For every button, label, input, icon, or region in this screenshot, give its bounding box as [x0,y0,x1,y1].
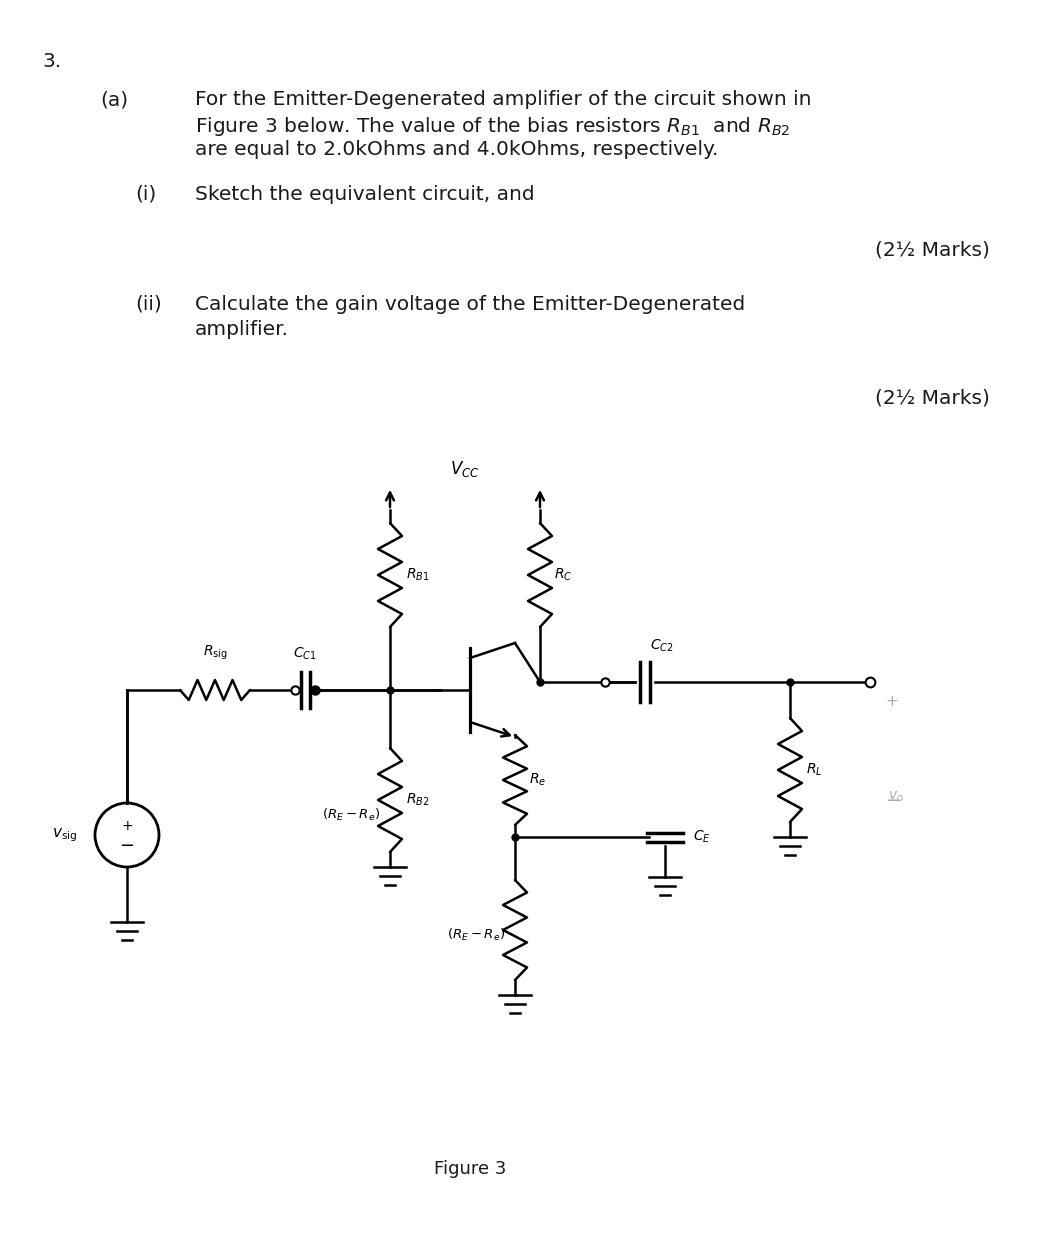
Text: $(R_E - R_e)$: $(R_E - R_e)$ [447,927,506,944]
Text: (2½ Marks): (2½ Marks) [875,388,990,408]
Text: $C_E$: $C_E$ [693,829,710,845]
Text: (2½ Marks): (2½ Marks) [875,240,990,259]
Text: $R_{B2}$: $R_{B2}$ [406,792,430,808]
Text: Figure 3: Figure 3 [434,1160,507,1178]
Text: Sketch the equivalent circuit, and: Sketch the equivalent circuit, and [195,185,535,204]
Text: amplifier.: amplifier. [195,320,289,338]
Text: $R_L$: $R_L$ [806,762,823,778]
Text: Figure 3 below. The value of the bias resistors $R_{B1}$  and $R_{B2}$: Figure 3 below. The value of the bias re… [195,115,790,138]
Text: $v_\mathrm{sig}$: $v_\mathrm{sig}$ [51,826,77,844]
Text: For the Emitter-Degenerated amplifier of the circuit shown in: For the Emitter-Degenerated amplifier of… [195,90,811,109]
Text: $C_{C1}$: $C_{C1}$ [293,646,316,662]
Text: (i): (i) [135,185,157,204]
Text: −: − [120,837,135,855]
Text: (a): (a) [100,90,128,109]
Text: $v_o$: $v_o$ [888,790,904,804]
Text: −: − [885,792,900,810]
Text: $V_{CC}$: $V_{CC}$ [450,459,480,479]
Text: $(R_E - R_e)$: $(R_E - R_e)$ [322,806,380,823]
Text: $R_\mathrm{sig}$: $R_\mathrm{sig}$ [203,643,227,662]
Text: (ii): (ii) [135,295,162,314]
Text: 3.: 3. [42,52,61,70]
Text: $C_{C2}$: $C_{C2}$ [650,637,674,655]
Text: +: + [885,694,898,709]
Text: $R_e$: $R_e$ [529,772,547,788]
Text: are equal to 2.0kOhms and 4.0kOhms, respectively.: are equal to 2.0kOhms and 4.0kOhms, resp… [195,140,719,159]
Text: +: + [121,819,132,832]
Text: $R_{B1}$: $R_{B1}$ [406,567,430,583]
Text: Calculate the gain voltage of the Emitter-Degenerated: Calculate the gain voltage of the Emitte… [195,295,745,314]
Text: $R_C$: $R_C$ [554,567,573,583]
